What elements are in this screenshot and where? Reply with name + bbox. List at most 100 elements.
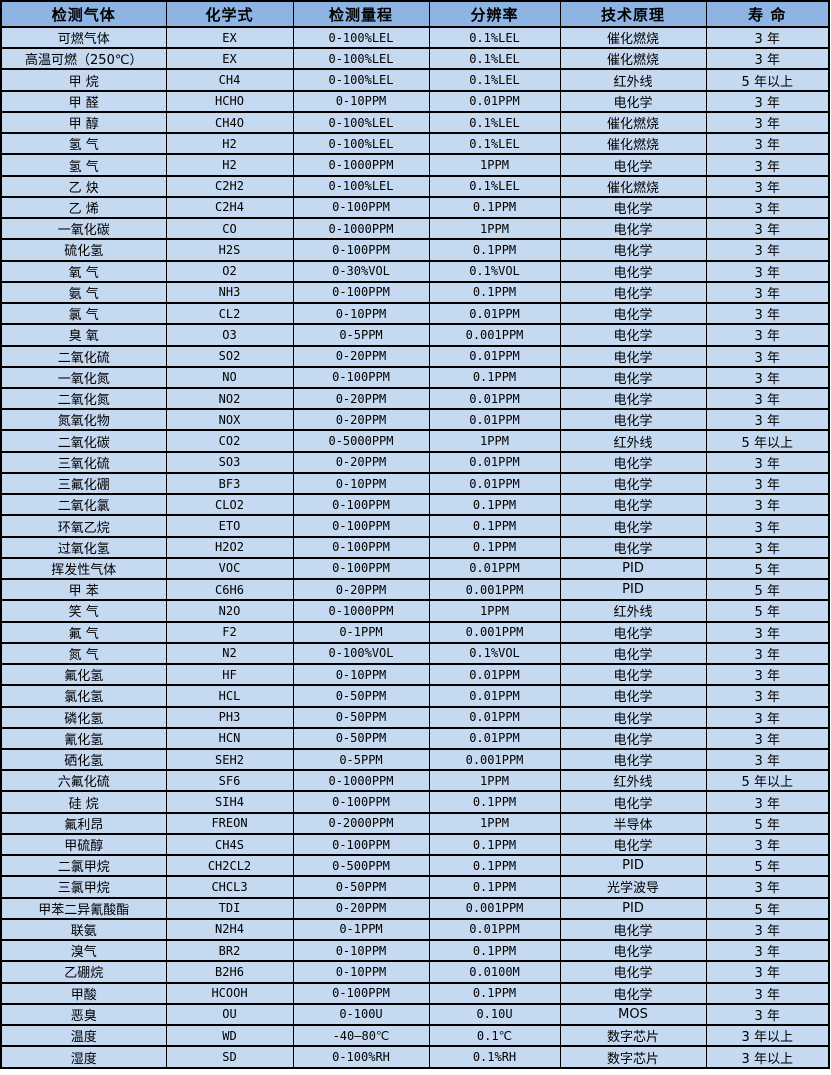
table-row: 二氧化氮 NO2 0-20PPM 0.01PPM 电化学 3 年 [0, 386, 830, 411]
cell-principle: 催化燃烧 [559, 132, 707, 156]
cell-chemical-formula: CH2CL2 [165, 854, 294, 878]
header-row: 检测气体 化学式 检测量程 分辨率 技术原理 寿 命 [0, 0, 830, 28]
table-row: 一氧化碳 CO 0-1000PPM 1PPM 电化学 3 年 [0, 217, 830, 241]
cell-lifespan: 3 年 [705, 790, 830, 814]
cell-detection-range: 0-1PPM [292, 620, 430, 644]
cell-gas-name: 甲苯二异氰酸酯 [0, 896, 167, 920]
table-row: 氢 气 H2 0-1000PPM 1PPM 电化学 3 年 [0, 153, 830, 177]
cell-detection-range: 0-100PPM [292, 535, 430, 559]
table-row: 一氧化氮 NO 0-100PPM 0.1PPM 电化学 3 年 [0, 365, 830, 389]
cell-principle: 数字芯片 [559, 1045, 707, 1069]
cell-detection-range: 0-50PPM [292, 875, 430, 899]
cell-gas-name: 臭 氧 [0, 323, 167, 347]
cell-resolution: 0.1PPM [428, 365, 561, 389]
cell-principle: MOS [559, 1002, 707, 1027]
cell-principle: 电化学 [559, 238, 707, 262]
cell-chemical-formula: CO2 [165, 429, 294, 453]
cell-resolution: 0.001PPM [428, 747, 561, 772]
cell-detection-range: 0-100PPM [292, 514, 430, 538]
cell-gas-name: 磷化氢 [0, 705, 167, 729]
cell-gas-name: 硅 烷 [0, 790, 167, 814]
cell-chemical-formula: N2O [165, 599, 294, 623]
cell-chemical-formula: NO2 [165, 386, 294, 411]
cell-principle: 电化学 [559, 323, 707, 347]
cell-lifespan: 3 年 [705, 25, 830, 50]
cell-gas-name: 三氧化硫 [0, 450, 167, 474]
table-row: 磷化氢 PH3 0-50PPM 0.01PPM 电化学 3 年 [0, 705, 830, 729]
table-row: 甲 烷 CH4 0-100%LEL 0.1%LEL 红外线 5 年以上 [0, 68, 830, 92]
cell-principle: 电化学 [559, 408, 707, 432]
cell-resolution: 0.1PPM [428, 195, 561, 220]
cell-chemical-formula: SF6 [165, 769, 294, 793]
cell-detection-range: 0-100PPM [292, 238, 430, 262]
table-row: 氯化氢 HCL 0-50PPM 0.01PPM 电化学 3 年 [0, 684, 830, 708]
col-header-formula: 化学式 [165, 0, 294, 28]
cell-lifespan: 3 年 [705, 1002, 830, 1027]
cell-gas-name: 三氯甲烷 [0, 875, 167, 899]
cell-gas-name: 甲酸 [0, 981, 167, 1005]
cell-detection-range: 0-100%LEL [292, 132, 430, 156]
table-row: 挥发性气体 VOC 0-100PPM 0.01PPM PID 5 年 [0, 556, 830, 581]
cell-chemical-formula: C2H2 [165, 174, 294, 198]
table-row: 氢 气 H2 0-100%LEL 0.1%LEL 催化燃烧 3 年 [0, 132, 830, 156]
cell-principle: 红外线 [559, 769, 707, 793]
cell-detection-range: 0-100%LEL [292, 25, 430, 50]
cell-resolution: 0.10U [428, 1002, 561, 1027]
cell-chemical-formula: SO2 [165, 344, 294, 368]
table-row: 臭 氧 O3 0-5PPM 0.001PPM 电化学 3 年 [0, 323, 830, 347]
cell-chemical-formula: NH3 [165, 280, 294, 305]
cell-gas-name: 温度 [0, 1024, 167, 1048]
cell-lifespan: 3 年 [705, 663, 830, 687]
cell-detection-range: 0-100U [292, 1002, 430, 1027]
cell-gas-name: 硒化氢 [0, 747, 167, 772]
cell-lifespan: 3 年以上 [705, 1045, 830, 1069]
table-row: 氟利昂 FREON 0-2000PPM 1PPM 半导体 5 年 [0, 811, 830, 835]
table-row: 氨 气 NH3 0-100PPM 0.1PPM 电化学 3 年 [0, 280, 830, 305]
table-row: 二氧化碳 CO2 0-5000PPM 1PPM 红外线 5 年以上 [0, 429, 830, 453]
cell-resolution: 0.001PPM [428, 620, 561, 644]
cell-resolution: 0.01PPM [428, 89, 561, 113]
cell-principle: 电化学 [559, 832, 707, 857]
cell-detection-range: 0-100%LEL [292, 174, 430, 198]
cell-resolution: 0.01PPM [428, 705, 561, 729]
cell-gas-name: 溴气 [0, 939, 167, 963]
cell-chemical-formula: H2 [165, 132, 294, 156]
cell-detection-range: 0-100%LEL [292, 110, 430, 135]
cell-lifespan: 5 年 [705, 811, 830, 835]
cell-resolution: 0.1%LEL [428, 68, 561, 92]
cell-principle: 电化学 [559, 535, 707, 559]
cell-lifespan: 3 年 [705, 641, 830, 666]
table-row: 氮 气 N2 0-100%VOL 0.1%VOL 电化学 3 年 [0, 641, 830, 666]
cell-detection-range: 0-10PPM [292, 939, 430, 963]
col-header-lifespan: 寿 命 [705, 0, 830, 28]
cell-resolution: 0.0100M [428, 960, 561, 984]
table-row: 甲酸 HCOOH 0-100PPM 0.1PPM 电化学 3 年 [0, 981, 830, 1005]
cell-resolution: 0.1PPM [428, 832, 561, 857]
cell-principle: 电化学 [559, 153, 707, 177]
cell-detection-range: 0-20PPM [292, 896, 430, 920]
cell-chemical-formula: CHCL3 [165, 875, 294, 899]
table-row: 甲硫醇 CH4S 0-100PPM 0.1PPM 电化学 3 年 [0, 832, 830, 857]
table-row: 笑 气 N2O 0-1000PPM 1PPM 红外线 5 年 [0, 599, 830, 623]
cell-principle: 电化学 [559, 471, 707, 496]
cell-detection-range: 0-100PPM [292, 556, 430, 581]
table-row: 氰化氢 HCN 0-50PPM 0.01PPM 电化学 3 年 [0, 726, 830, 750]
table-row: 环氧乙烷 ETO 0-100PPM 0.1PPM 电化学 3 年 [0, 514, 830, 538]
cell-lifespan: 3 年 [705, 981, 830, 1005]
cell-lifespan: 3 年 [705, 259, 830, 283]
cell-gas-name: 过氧化氢 [0, 535, 167, 559]
cell-chemical-formula: WD [165, 1024, 294, 1048]
table-row: 甲苯二异氰酸酯 TDI 0-20PPM 0.001PPM PID 5 年 [0, 896, 830, 920]
cell-principle: 电化学 [559, 386, 707, 411]
cell-chemical-formula: BF3 [165, 471, 294, 496]
cell-principle: 红外线 [559, 599, 707, 623]
cell-chemical-formula: PH3 [165, 705, 294, 729]
cell-chemical-formula: CO [165, 217, 294, 241]
table-row: 三氯甲烷 CHCL3 0-50PPM 0.1PPM 光学波导 3 年 [0, 875, 830, 899]
cell-gas-name: 可燃气体 [0, 25, 167, 50]
cell-resolution: 1PPM [428, 599, 561, 623]
cell-detection-range: 0-100PPM [292, 981, 430, 1005]
cell-resolution: 0.01PPM [428, 471, 561, 496]
cell-lifespan: 3 年 [705, 832, 830, 857]
cell-resolution: 0.001PPM [428, 896, 561, 920]
